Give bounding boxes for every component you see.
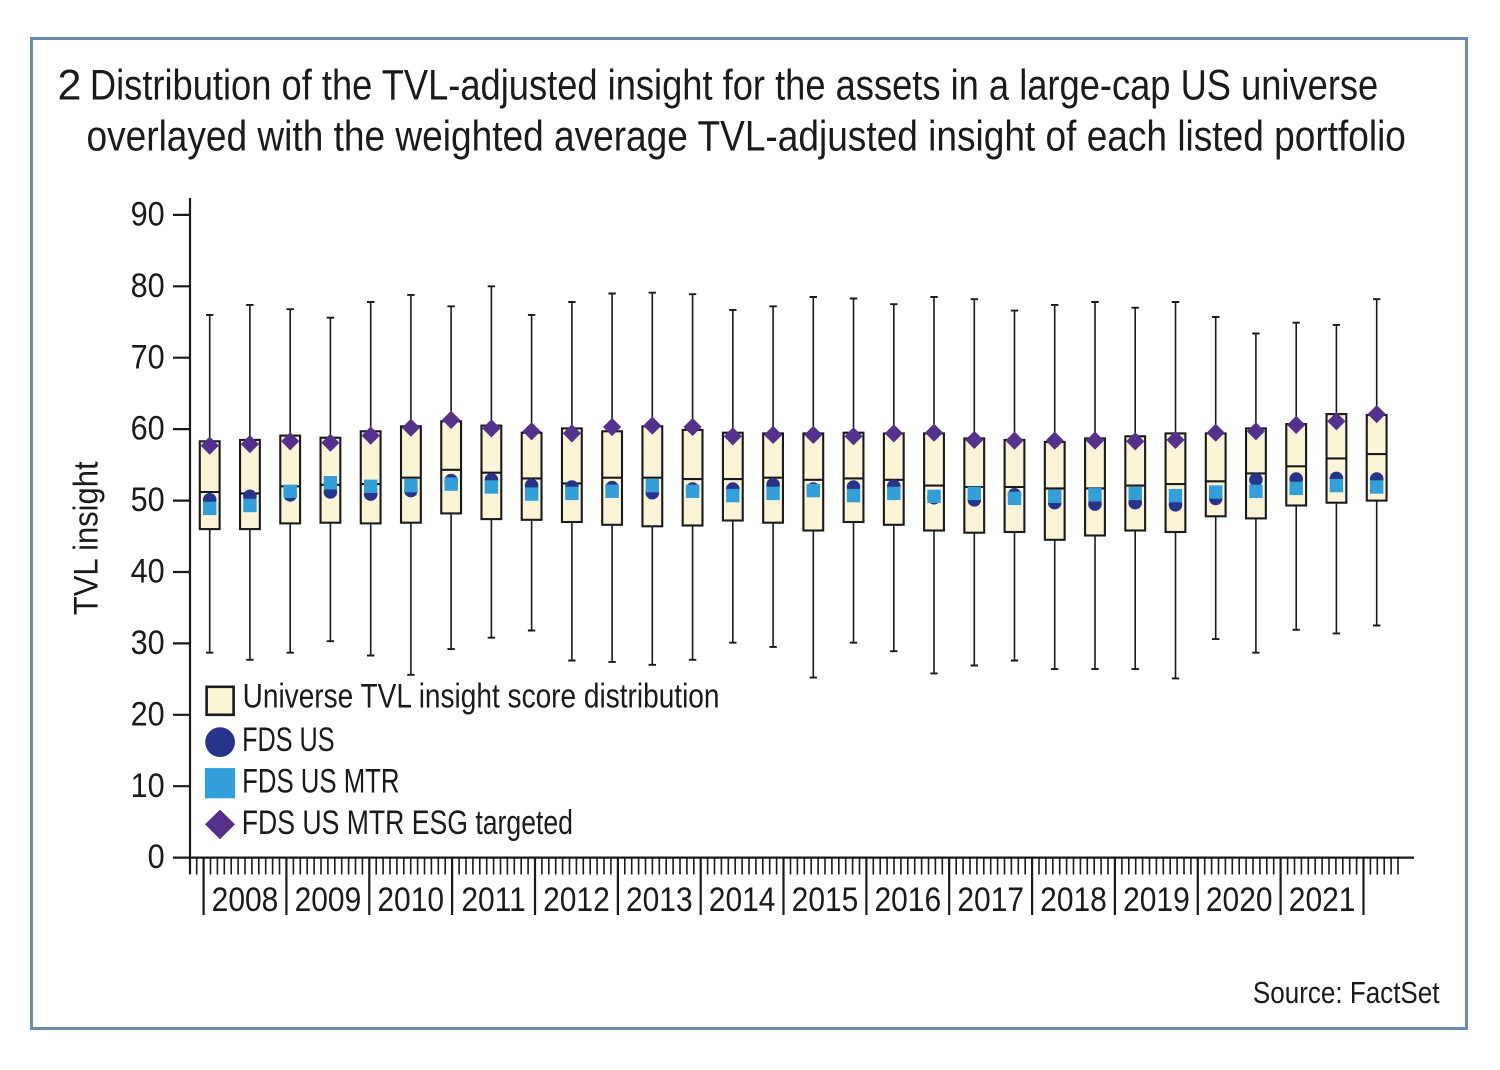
svg-text:2015: 2015 — [792, 880, 859, 918]
svg-text:2011: 2011 — [461, 880, 525, 918]
svg-text:FDS US: FDS US — [242, 721, 334, 758]
svg-text:80: 80 — [131, 266, 165, 304]
svg-text:10: 10 — [131, 766, 165, 804]
svg-text:2013: 2013 — [626, 880, 693, 918]
svg-text:overlayed with the weighted av: overlayed with the weighted average TVL-… — [87, 112, 1406, 160]
svg-text:Source: FactSet: Source: FactSet — [1253, 976, 1440, 1011]
svg-text:2021: 2021 — [1289, 880, 1356, 918]
svg-text:30: 30 — [131, 624, 165, 662]
svg-text:20: 20 — [131, 695, 165, 733]
svg-text:50: 50 — [131, 481, 165, 519]
svg-text:2014: 2014 — [709, 880, 776, 918]
svg-text:40: 40 — [131, 552, 165, 590]
svg-text:2012: 2012 — [543, 880, 610, 918]
svg-text:FDS US MTR: FDS US MTR — [242, 763, 399, 800]
svg-text:2019: 2019 — [1123, 880, 1190, 918]
svg-text:TVL insight: TVL insight — [67, 461, 105, 615]
svg-text:2018: 2018 — [1040, 880, 1107, 918]
svg-text:60: 60 — [131, 409, 165, 447]
svg-text:0: 0 — [148, 838, 165, 876]
svg-text:2010: 2010 — [377, 880, 444, 918]
svg-text:Universe TVL insight score dis: Universe TVL insight score distribution — [243, 677, 720, 715]
svg-text:2017: 2017 — [957, 880, 1024, 918]
svg-text:Distribution of the TVL-adjust: Distribution of the TVL-adjusted insight… — [90, 62, 1378, 110]
svg-text:2016: 2016 — [874, 880, 941, 918]
svg-text:FDS US MTR ESG targeted: FDS US MTR ESG targeted — [242, 804, 573, 842]
svg-text:2: 2 — [58, 62, 82, 110]
svg-text:90: 90 — [131, 195, 165, 233]
svg-text:2008: 2008 — [212, 880, 279, 918]
svg-text:70: 70 — [131, 338, 165, 376]
svg-text:2020: 2020 — [1206, 880, 1273, 918]
svg-text:2009: 2009 — [295, 880, 362, 918]
